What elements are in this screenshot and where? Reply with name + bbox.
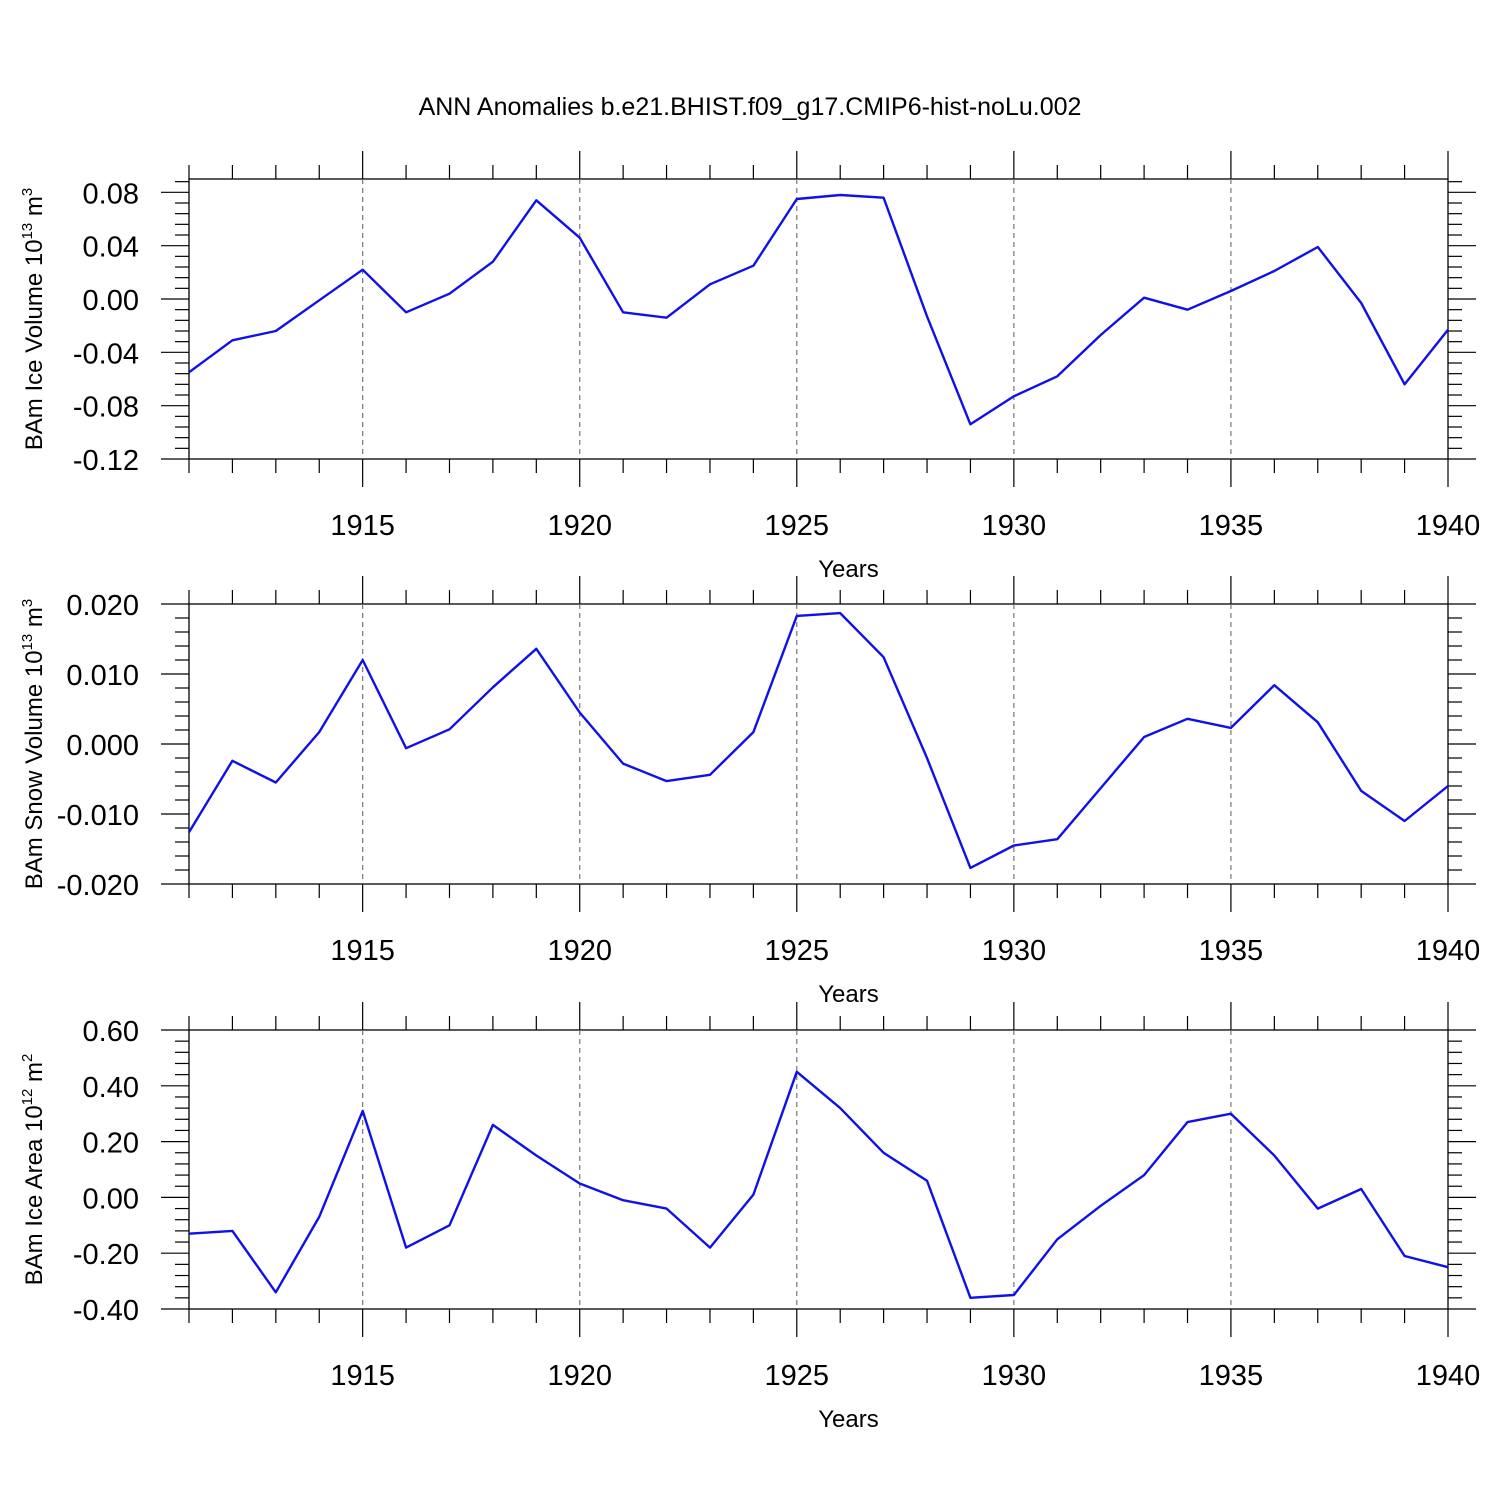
y-tick-label: -0.20 bbox=[73, 1239, 139, 1271]
x-tick-label: 1920 bbox=[547, 935, 612, 967]
x-tick-label: 1915 bbox=[330, 510, 395, 542]
y-axis-label-text: BAm Ice Volume 10 bbox=[21, 239, 48, 450]
y-axis-label-unit: m bbox=[21, 196, 48, 223]
y-tick-label: 0.010 bbox=[66, 660, 139, 692]
x-tick-label: 1915 bbox=[330, 1360, 395, 1392]
y-tick-label: 0.00 bbox=[83, 285, 139, 317]
plot-frame bbox=[188, 1029, 1449, 1310]
chart-title: ANN Anomalies b.e21.BHIST.f09_g17.CMIP6-… bbox=[419, 93, 1082, 121]
y-tick-label: 0.000 bbox=[66, 730, 139, 762]
y-tick-label: -0.08 bbox=[73, 392, 139, 424]
y-tick-label: -0.04 bbox=[73, 338, 139, 370]
series-line bbox=[188, 193, 1449, 426]
y-tick-label: 0.20 bbox=[83, 1128, 139, 1160]
y-axis-label: BAm Ice Volume 1013 m3 bbox=[19, 188, 48, 450]
x-tick-label: 1940 bbox=[1416, 1360, 1481, 1392]
x-tick-label: 1925 bbox=[765, 935, 830, 967]
plot-frame bbox=[188, 178, 1449, 460]
y-axis-label-text: BAm Ice Area 10 bbox=[21, 1105, 48, 1285]
y-axis-label-unit: m bbox=[21, 1062, 48, 1089]
x-tick-label: 1930 bbox=[982, 510, 1047, 542]
x-tick-label: 1935 bbox=[1199, 1360, 1264, 1392]
panel-snow-volume: 1915 1920 1925 1930 1935 1940 Years 0.020 0.010 0… bbox=[19, 576, 1480, 1008]
x-tick-label: 1925 bbox=[765, 510, 830, 542]
y-tick-label: -0.40 bbox=[73, 1295, 139, 1327]
y-axis-label-unit: m bbox=[21, 607, 48, 634]
x-tick-label: 1920 bbox=[547, 510, 612, 542]
y-tick-label: -0.12 bbox=[73, 445, 139, 477]
x-tick-label: 1925 bbox=[765, 1360, 830, 1392]
panel-ice-volume: 1915 1920 1925 1930 1935 1940 Years 0.08 0.04 0.0… bbox=[19, 151, 1480, 583]
y-tick-label: 0.00 bbox=[83, 1183, 139, 1215]
y-axis-label-unit-exponent: 3 bbox=[19, 188, 36, 196]
x-tick-label: 1920 bbox=[547, 1360, 612, 1392]
y-axis-label: BAm Ice Area 1012 m2 bbox=[19, 1054, 48, 1286]
x-tick-label: 1935 bbox=[1199, 510, 1264, 542]
x-axis-label: Years bbox=[818, 981, 879, 1008]
x-tick-label: 1930 bbox=[982, 935, 1047, 967]
y-axis-label-unit-exponent: 2 bbox=[19, 1054, 36, 1062]
x-tick-label: 1935 bbox=[1199, 935, 1264, 967]
y-axis-label-exponent: 13 bbox=[19, 223, 36, 240]
y-tick-label: 0.04 bbox=[83, 232, 139, 264]
y-axis-label-exponent: 13 bbox=[19, 634, 36, 651]
y-tick-label: 0.60 bbox=[83, 1016, 139, 1048]
x-axis-label: Years bbox=[818, 1406, 879, 1433]
y-axis-label-text: BAm Snow Volume 10 bbox=[21, 650, 48, 889]
y-axis-label-exponent: 12 bbox=[19, 1089, 36, 1106]
x-axis-label: Years bbox=[818, 556, 879, 583]
panel-ice-area: 1915 1920 1925 1930 1935 1940 Years 0.60 0.40 0.2… bbox=[19, 1002, 1480, 1433]
series-line bbox=[187, 611, 1449, 870]
y-tick-label: -0.010 bbox=[57, 800, 139, 832]
y-tick-label: -0.020 bbox=[57, 870, 139, 902]
y-axis-label: BAm Snow Volume 1013 m3 bbox=[19, 599, 48, 890]
y-axis-label-unit-exponent: 3 bbox=[19, 599, 36, 607]
x-tick-label: 1940 bbox=[1416, 510, 1481, 542]
y-tick-label: 0.020 bbox=[66, 590, 139, 622]
x-tick-label: 1930 bbox=[982, 1360, 1047, 1392]
plot-frame bbox=[188, 603, 1449, 885]
x-tick-label: 1915 bbox=[330, 935, 395, 967]
y-tick-label: 0.08 bbox=[83, 178, 139, 210]
series-line bbox=[188, 1070, 1449, 1300]
x-tick-label: 1940 bbox=[1416, 935, 1481, 967]
y-tick-label: 0.40 bbox=[83, 1072, 139, 1104]
